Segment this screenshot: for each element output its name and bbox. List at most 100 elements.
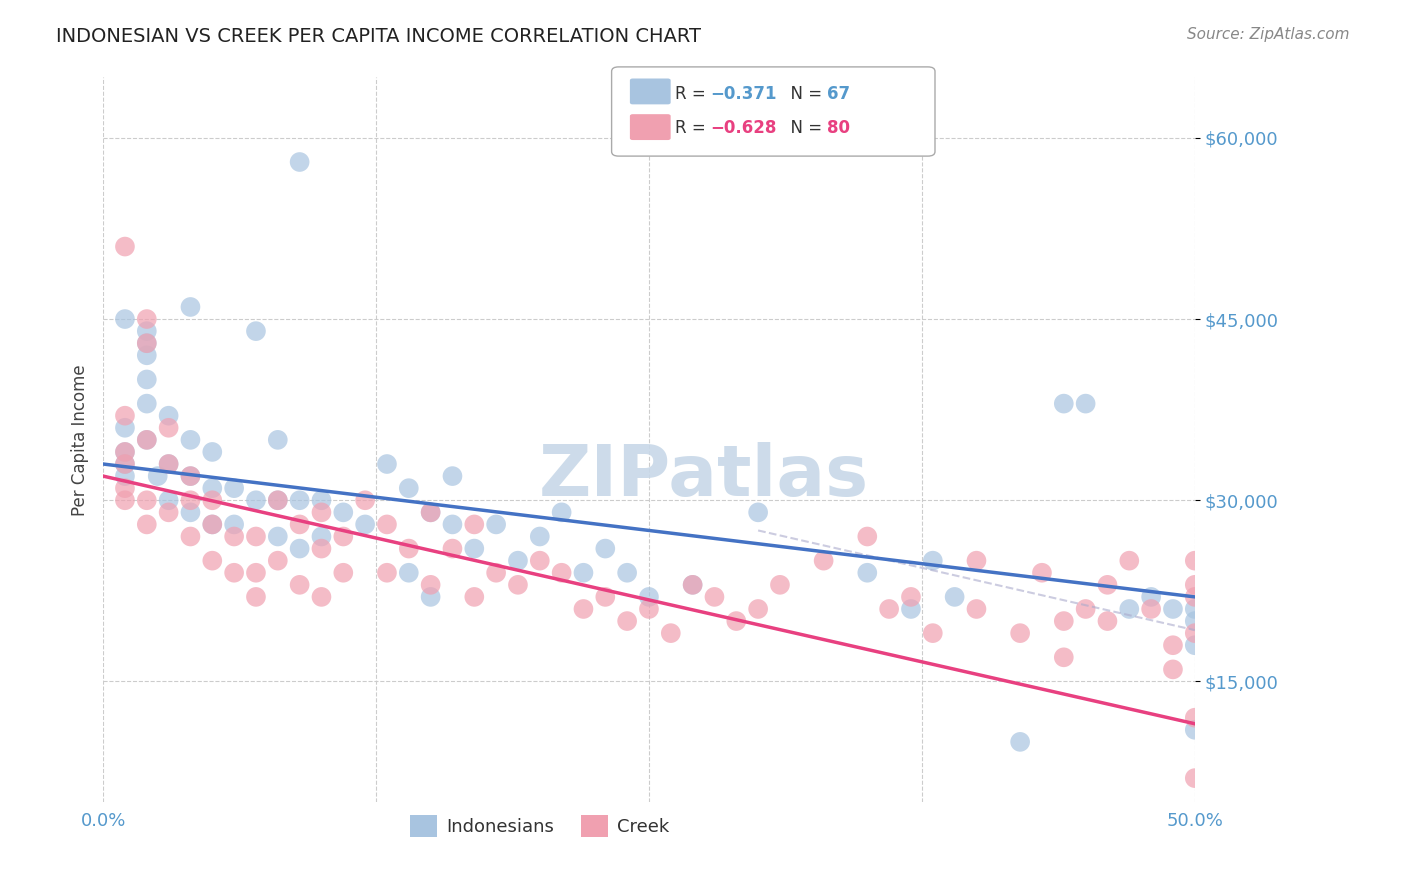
Point bbox=[1184, 638, 1206, 652]
Point bbox=[1184, 602, 1206, 616]
Point bbox=[332, 566, 354, 580]
Point bbox=[1161, 602, 1184, 616]
Point bbox=[311, 493, 333, 508]
Point bbox=[135, 348, 157, 362]
Point bbox=[224, 517, 246, 532]
Point bbox=[135, 372, 157, 386]
Point bbox=[311, 590, 333, 604]
Point bbox=[157, 457, 180, 471]
Point bbox=[179, 493, 201, 508]
Point bbox=[921, 626, 943, 640]
Point bbox=[179, 433, 201, 447]
Point bbox=[441, 541, 464, 556]
Point bbox=[398, 481, 420, 495]
Point bbox=[1161, 638, 1184, 652]
Point bbox=[506, 578, 529, 592]
Text: −0.371: −0.371 bbox=[710, 85, 776, 103]
Point bbox=[201, 493, 224, 508]
Point bbox=[1031, 566, 1053, 580]
Point bbox=[1161, 662, 1184, 676]
Point bbox=[550, 505, 572, 519]
Point bbox=[201, 445, 224, 459]
Point bbox=[135, 324, 157, 338]
Point bbox=[375, 517, 398, 532]
Point bbox=[725, 614, 748, 628]
Point bbox=[921, 554, 943, 568]
Point bbox=[572, 602, 595, 616]
Point bbox=[157, 421, 180, 435]
Point bbox=[288, 493, 311, 508]
Point bbox=[114, 312, 136, 326]
Point bbox=[616, 566, 638, 580]
Text: 80: 80 bbox=[827, 119, 849, 136]
Point bbox=[1074, 602, 1097, 616]
Point bbox=[1053, 650, 1076, 665]
Point bbox=[245, 529, 267, 543]
Point bbox=[616, 614, 638, 628]
Point bbox=[1140, 602, 1163, 616]
Point bbox=[529, 554, 551, 568]
Point bbox=[157, 457, 180, 471]
Point bbox=[550, 566, 572, 580]
Point bbox=[1097, 614, 1119, 628]
Point bbox=[135, 336, 157, 351]
Point bbox=[245, 324, 267, 338]
Point bbox=[354, 493, 377, 508]
Point bbox=[769, 578, 792, 592]
Point bbox=[114, 445, 136, 459]
Point bbox=[419, 578, 441, 592]
Point bbox=[1074, 396, 1097, 410]
Point bbox=[114, 409, 136, 423]
Text: 67: 67 bbox=[827, 85, 849, 103]
Point bbox=[135, 336, 157, 351]
Point bbox=[1184, 614, 1206, 628]
Point bbox=[1010, 735, 1032, 749]
Point bbox=[267, 554, 290, 568]
Point bbox=[146, 469, 169, 483]
Point bbox=[1184, 711, 1206, 725]
Point bbox=[267, 493, 290, 508]
Point bbox=[965, 602, 987, 616]
Point bbox=[485, 517, 508, 532]
Point bbox=[659, 626, 682, 640]
Point bbox=[288, 155, 311, 169]
Point bbox=[224, 481, 246, 495]
Point bbox=[856, 566, 879, 580]
Point bbox=[1184, 578, 1206, 592]
Point bbox=[179, 529, 201, 543]
Text: R =: R = bbox=[675, 85, 711, 103]
Text: N =: N = bbox=[780, 85, 828, 103]
Point bbox=[1184, 554, 1206, 568]
Point bbox=[114, 493, 136, 508]
Point bbox=[114, 469, 136, 483]
Point bbox=[1184, 723, 1206, 737]
Point bbox=[114, 239, 136, 253]
Point bbox=[463, 590, 485, 604]
Point bbox=[463, 517, 485, 532]
Point bbox=[157, 409, 180, 423]
Point bbox=[1118, 554, 1140, 568]
Point bbox=[179, 300, 201, 314]
Point bbox=[179, 469, 201, 483]
Point bbox=[114, 457, 136, 471]
Point bbox=[114, 481, 136, 495]
Point bbox=[245, 590, 267, 604]
Point bbox=[245, 493, 267, 508]
Point bbox=[157, 505, 180, 519]
Point bbox=[224, 566, 246, 580]
Point bbox=[1053, 396, 1076, 410]
Point bbox=[135, 433, 157, 447]
Point bbox=[398, 541, 420, 556]
Point bbox=[288, 578, 311, 592]
Point bbox=[267, 433, 290, 447]
Point bbox=[201, 517, 224, 532]
Point bbox=[245, 566, 267, 580]
Point bbox=[114, 457, 136, 471]
Point bbox=[943, 590, 966, 604]
Point bbox=[135, 493, 157, 508]
Point bbox=[747, 505, 769, 519]
Point bbox=[311, 541, 333, 556]
Point bbox=[332, 529, 354, 543]
Point bbox=[201, 517, 224, 532]
Point bbox=[638, 590, 661, 604]
